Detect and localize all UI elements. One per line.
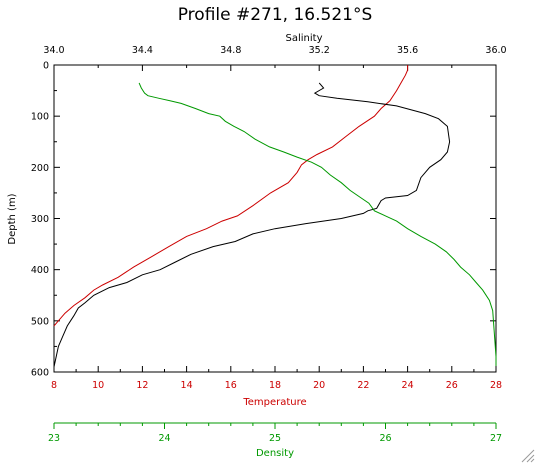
depth-tick-label: 500: [31, 316, 49, 327]
depth-tick-label: 0: [43, 61, 49, 72]
temperature-tick-label: 16: [225, 380, 237, 391]
temperature-tick-label: 8: [51, 380, 57, 391]
temperature-tick-label: 26: [446, 380, 458, 391]
depth-ticks: 0 100 200 300 400 500 600: [31, 61, 496, 379]
depth-axis-title: Depth (m): [7, 193, 18, 244]
density-ticks: 23 24 25 26 27: [48, 423, 502, 444]
chart-title: Profile #271, 16.521°S: [178, 5, 373, 25]
salinity-axis-title: Salinity: [286, 33, 323, 44]
salinity-tick-label: 34.8: [220, 45, 241, 56]
salinity-tick-label: 34.0: [43, 45, 64, 56]
salinity-ticks: 34.0 34.4 34.8 35.2 35.6 36.0: [43, 45, 507, 71]
temperature-ticks: 8 10 12 14 16 18 20 22 24 26 28: [51, 366, 502, 391]
temperature-axis-title: Temperature: [242, 397, 306, 408]
salinity-profile-line: [53, 82, 451, 372]
temperature-tick-label: 24: [402, 380, 414, 391]
temperature-tick-label: 18: [269, 380, 281, 391]
density-tick-label: 24: [158, 433, 170, 444]
density-tick-label: 26: [379, 433, 391, 444]
salinity-tick-label: 34.4: [132, 45, 153, 56]
plot-frame: [53, 64, 497, 373]
depth-tick-label: 400: [31, 265, 49, 276]
series-layer: [53, 65, 497, 372]
temperature-tick-label: 10: [92, 380, 104, 391]
depth-tick-label: 600: [31, 368, 49, 379]
depth-tick-label: 300: [31, 214, 49, 225]
density-tick-label: 23: [48, 433, 60, 444]
depth-tick-label: 100: [31, 112, 49, 123]
temperature-tick-label: 28: [490, 380, 502, 391]
salinity-tick-label: 35.6: [397, 45, 418, 56]
temperature-tick-label: 20: [313, 380, 325, 391]
density-profile-line: [138, 82, 497, 372]
temperature-tick-label: 22: [357, 380, 369, 391]
resize-grip-icon[interactable]: [521, 449, 535, 463]
temperature-tick-label: 12: [136, 380, 148, 391]
salinity-tick-label: 35.2: [309, 45, 330, 56]
temperature-axis-group: 8 10 12 14 16 18 20 22 24 26 28 Temperature: [51, 366, 502, 408]
density-axis-group: 23 24 25 26 27 Density: [48, 422, 502, 459]
temperature-profile-line: [53, 65, 409, 327]
temperature-tick-label: 14: [181, 380, 193, 391]
salinity-tick-label: 36.0: [485, 45, 506, 56]
density-axis-title: Density: [256, 448, 294, 459]
plot-area: 0 100 200 300 400 500 600: [31, 61, 497, 379]
density-tick-label: 25: [269, 433, 281, 444]
density-tick-label: 27: [490, 433, 502, 444]
depth-tick-label: 200: [31, 163, 49, 174]
